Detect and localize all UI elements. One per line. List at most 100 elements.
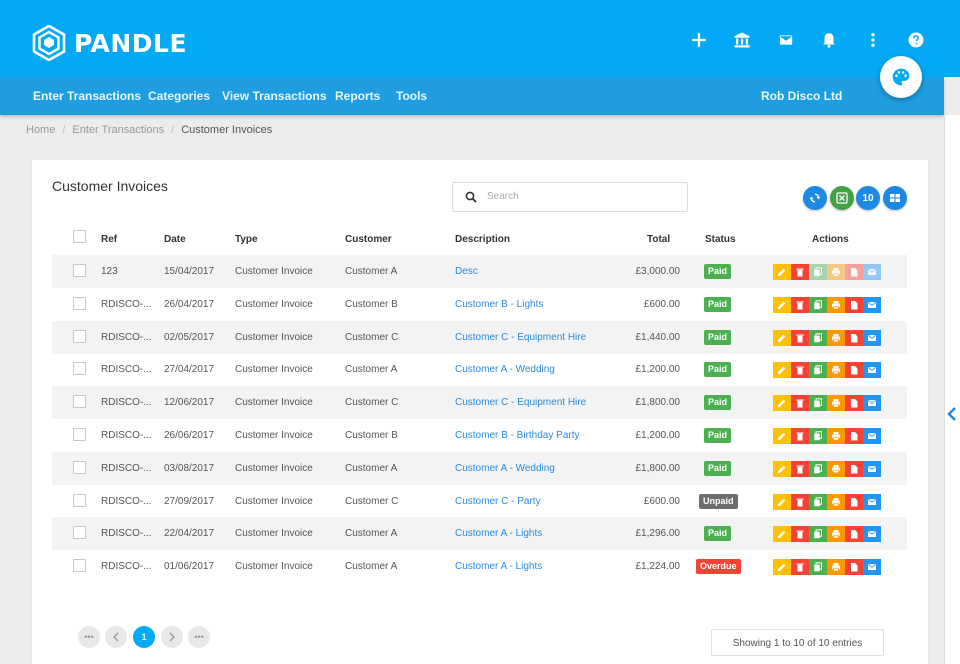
help-icon[interactable] <box>905 29 927 51</box>
edit-button[interactable] <box>773 264 791 280</box>
print-button[interactable] <box>827 296 845 313</box>
pdf-button[interactable] <box>845 526 863 543</box>
copy-button[interactable] <box>809 493 827 510</box>
table-row[interactable]: RDISCO-... 12/06/2017 Customer Invoice Cust… <box>52 386 907 420</box>
page-length-button[interactable]: 10 <box>856 186 880 210</box>
cell-description-link[interactable]: Customer C - Equipment Hire <box>455 331 587 343</box>
email-button[interactable] <box>863 362 881 379</box>
copy-button[interactable] <box>809 428 827 444</box>
copy-button[interactable] <box>809 395 827 412</box>
delete-button[interactable] <box>791 559 809 576</box>
email-button[interactable] <box>863 296 881 313</box>
pdf-button[interactable] <box>845 264 863 280</box>
cell-description-link[interactable]: Customer A - Lights <box>455 561 543 573</box>
cell-description-link[interactable]: Customer C - Equipment Hire <box>455 397 587 409</box>
cell-description-link[interactable]: Customer A - Wedding <box>455 462 555 474</box>
breadcrumb-home[interactable]: Home <box>26 124 56 136</box>
edit-button[interactable] <box>773 296 791 313</box>
nav-categories[interactable]: Categories <box>148 89 211 103</box>
email-button[interactable] <box>863 329 881 346</box>
theme-palette-button[interactable] <box>880 56 922 98</box>
print-button[interactable] <box>827 428 845 444</box>
pagination-prev[interactable] <box>105 626 127 648</box>
edit-button[interactable] <box>773 395 791 412</box>
table-row[interactable]: RDISCO-... 26/06/2017 Customer Invoice Cust… <box>52 419 907 452</box>
cell-description-link[interactable]: Customer C - Party <box>455 495 541 507</box>
table-row[interactable]: RDISCO-... 03/08/2017 Customer Invoice Cust… <box>52 451 907 485</box>
table-row[interactable]: RDISCO-... 27/04/2017 Customer Invoice Cust… <box>52 353 907 386</box>
cell-description-link[interactable]: Customer B - Birthday Party <box>455 430 580 441</box>
pdf-button[interactable] <box>845 493 863 510</box>
more-vertical-icon[interactable] <box>862 29 884 51</box>
email-button[interactable] <box>863 395 881 412</box>
column-header-total[interactable]: Total <box>647 234 671 245</box>
email-button[interactable] <box>863 264 881 280</box>
pdf-button[interactable] <box>845 428 863 444</box>
pdf-button[interactable] <box>845 395 863 412</box>
search-input[interactable] <box>487 191 677 202</box>
pagination-page-1[interactable]: 1 <box>133 626 155 648</box>
edit-button[interactable] <box>773 428 791 444</box>
email-button[interactable] <box>863 493 881 510</box>
column-header-status[interactable]: Status <box>705 234 736 245</box>
plus-icon[interactable] <box>688 29 710 51</box>
pdf-button[interactable] <box>845 329 863 346</box>
delete-button[interactable] <box>791 526 809 543</box>
nav-view-transactions[interactable]: View Transactions <box>222 89 327 103</box>
cell-description-link[interactable]: Customer A - Lights <box>455 528 543 540</box>
edit-button[interactable] <box>773 526 791 543</box>
column-view-button[interactable] <box>883 186 907 210</box>
copy-button[interactable] <box>809 559 827 576</box>
cell-description-link[interactable]: Customer B - Lights <box>455 298 544 310</box>
pdf-button[interactable] <box>845 362 863 379</box>
chevron-left-icon[interactable] <box>945 405 960 423</box>
edit-button[interactable] <box>773 362 791 379</box>
edit-button[interactable] <box>773 460 791 477</box>
edit-button[interactable] <box>773 329 791 346</box>
column-header-ref[interactable]: Ref <box>101 234 118 245</box>
delete-button[interactable] <box>791 296 809 313</box>
email-button[interactable] <box>863 460 881 477</box>
pagination-last[interactable]: ••• <box>188 626 210 648</box>
pagination-next[interactable] <box>161 626 183 648</box>
row-checkbox[interactable] <box>73 460 86 474</box>
breadcrumb-section[interactable]: Enter Transactions <box>72 124 165 136</box>
row-checkbox[interactable] <box>73 559 86 573</box>
nav-reports[interactable]: Reports <box>335 89 381 103</box>
mail-icon[interactable] <box>775 29 797 51</box>
edit-button[interactable] <box>773 559 791 576</box>
print-button[interactable] <box>827 526 845 543</box>
table-row[interactable]: RDISCO-... 02/05/2017 Customer Invoice Cust… <box>52 320 907 354</box>
export-excel-button[interactable] <box>830 186 854 210</box>
delete-button[interactable] <box>791 493 809 510</box>
print-button[interactable] <box>827 559 845 576</box>
row-checkbox[interactable] <box>73 329 86 343</box>
refresh-button[interactable] <box>803 186 827 210</box>
copy-button[interactable] <box>809 460 827 477</box>
row-checkbox[interactable] <box>73 526 86 540</box>
pagination-first[interactable]: ••• <box>78 626 100 648</box>
delete-button[interactable] <box>791 264 809 280</box>
edit-button[interactable] <box>773 493 791 510</box>
table-row[interactable]: RDISCO-... 22/04/2017 Customer Invoice Cust… <box>52 517 907 551</box>
cell-description-link[interactable]: Customer A - Wedding <box>455 364 555 376</box>
email-button[interactable] <box>863 559 881 576</box>
pandle-logo[interactable]: PANDLE <box>32 25 187 61</box>
table-row[interactable]: 123 15/04/2017 Customer Invoice Customer A D… <box>52 255 907 288</box>
company-name[interactable]: Rob Disco Ltd <box>761 89 843 103</box>
print-button[interactable] <box>827 460 845 477</box>
row-checkbox[interactable] <box>73 362 86 376</box>
copy-button[interactable] <box>809 264 827 280</box>
delete-button[interactable] <box>791 460 809 477</box>
print-button[interactable] <box>827 395 845 412</box>
pdf-button[interactable] <box>845 460 863 477</box>
row-checkbox[interactable] <box>73 493 86 507</box>
copy-button[interactable] <box>809 296 827 313</box>
row-checkbox[interactable] <box>73 296 86 310</box>
column-header-type[interactable]: Type <box>235 234 258 245</box>
column-header-description[interactable]: Description <box>455 234 511 245</box>
copy-button[interactable] <box>809 329 827 346</box>
email-button[interactable] <box>863 428 881 444</box>
delete-button[interactable] <box>791 395 809 412</box>
print-button[interactable] <box>827 493 845 510</box>
